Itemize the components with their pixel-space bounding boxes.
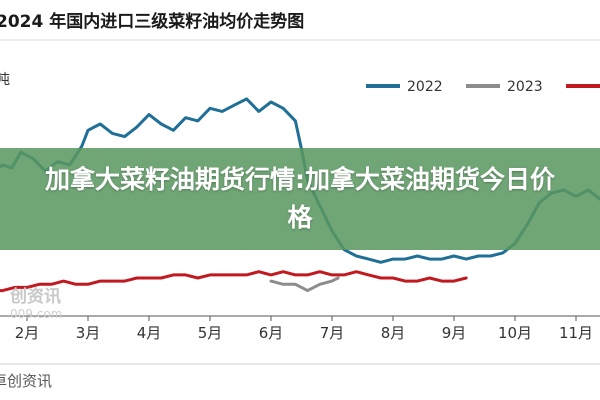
series-line-series-2 [0, 270, 468, 293]
headline-text[interactable]: 加拿大菜籽油期货行情:加拿大菜油期货今日价格 [45, 165, 555, 232]
footer-source-text: 卓创资讯 [0, 372, 52, 390]
x-axis-ticks: 2月 3月 4月 5月 6月 7月 8月 9月 10月 11月 [15, 316, 593, 342]
y-axis-unit-label: 吨 [0, 72, 10, 88]
x-tick-label: 6月 [259, 324, 284, 342]
chart-title: 2024 年国内进口三级菜籽油均价走势图 [0, 11, 304, 32]
headline-banner[interactable]: 加拿大菜籽油期货行情:加拿大菜油期货今日价格 [0, 148, 600, 250]
x-tick-label: 9月 [442, 324, 467, 342]
x-tick-label: 4月 [137, 324, 162, 342]
watermark-text: 创资讯 [9, 286, 61, 307]
series-line-2023 [269, 276, 340, 293]
x-tick-label: 8月 [381, 324, 406, 342]
x-tick-label: 5月 [198, 324, 223, 342]
x-tick-label: 2月 [15, 324, 40, 342]
x-tick-label: 7月 [320, 324, 345, 342]
watermark-url-text: 009.com [10, 307, 62, 321]
x-tick-label: 10月 [498, 324, 532, 342]
x-tick-label: 3月 [76, 324, 101, 342]
legend-label-2023: 2023 [507, 79, 543, 95]
legend: 2022 2023 [366, 79, 600, 95]
x-tick-label: 11月 [559, 324, 593, 342]
legend-label-2022: 2022 [407, 79, 443, 95]
